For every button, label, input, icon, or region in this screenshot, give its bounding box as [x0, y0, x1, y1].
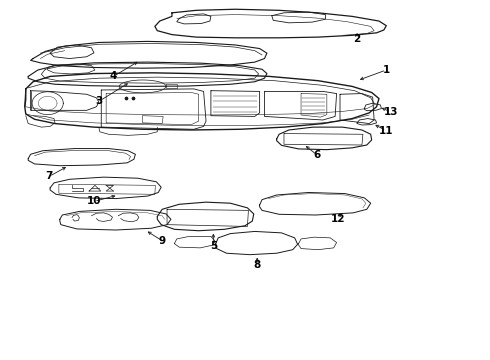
Text: 2: 2 — [353, 34, 361, 44]
Text: 7: 7 — [46, 171, 53, 181]
Text: 6: 6 — [314, 150, 321, 160]
Text: 12: 12 — [330, 214, 345, 224]
Text: 9: 9 — [159, 236, 166, 246]
Text: 5: 5 — [210, 241, 217, 251]
Text: 1: 1 — [383, 65, 390, 75]
Text: 3: 3 — [95, 96, 102, 107]
Text: 10: 10 — [87, 197, 101, 206]
Text: 4: 4 — [110, 71, 117, 81]
Text: 8: 8 — [253, 260, 261, 270]
Text: 13: 13 — [384, 107, 398, 117]
Text: 11: 11 — [379, 126, 393, 136]
